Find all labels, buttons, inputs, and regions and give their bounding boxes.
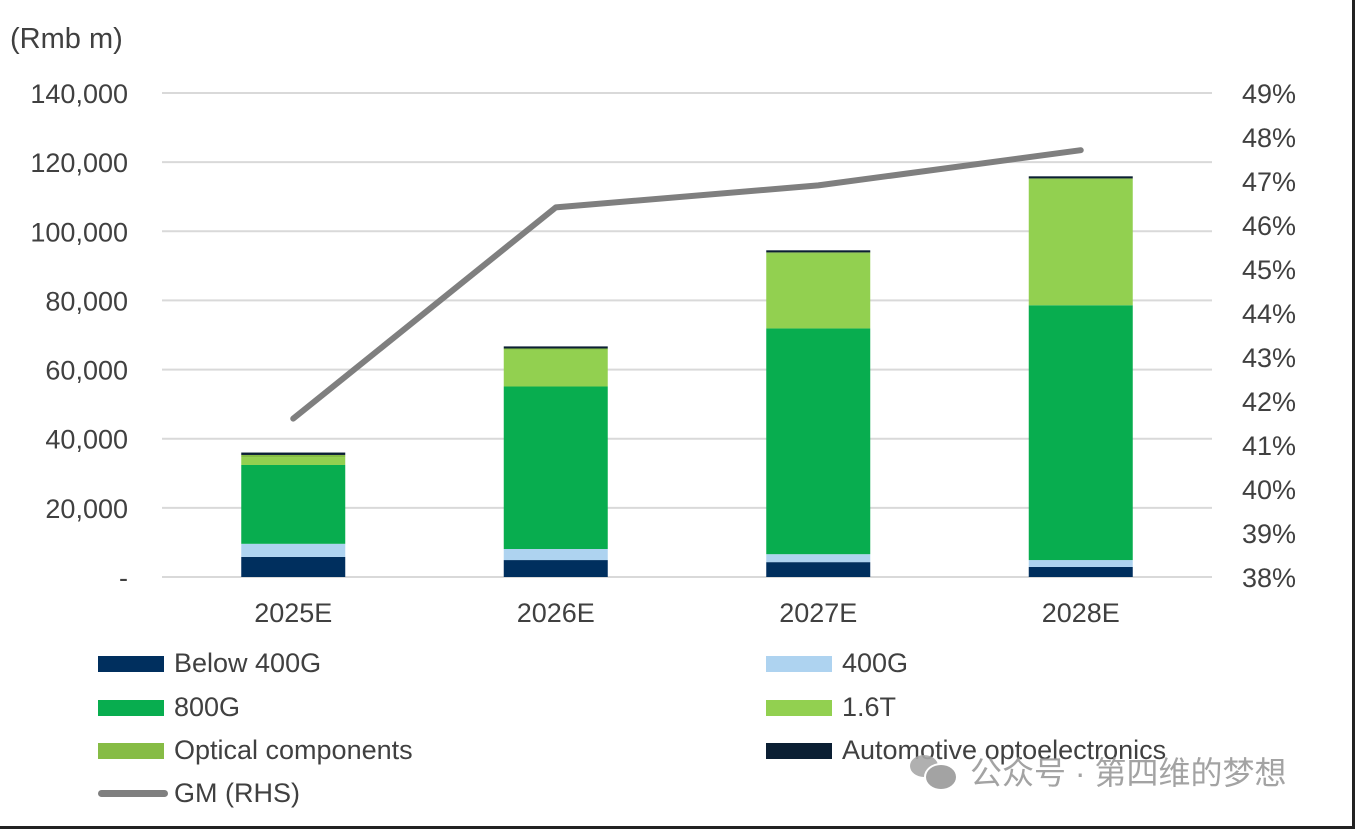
x-tick-label: 2025E [254,598,332,628]
bar-segment-below-400g [503,560,608,577]
y-axis-unit-label: (Rmb m) [10,23,123,55]
legend-label: GM (RHS) [174,778,300,808]
y-tick-label: 80,000 [45,286,128,316]
bar-segment-below-400g [766,562,871,577]
legend-item: 800G [98,692,240,723]
bar-segment-optical-components [503,348,608,350]
y2-tick-label: 40% [1242,475,1296,505]
bar-segment-800g [766,328,871,555]
y2-tick-label: 45% [1242,255,1296,285]
bar-stack-2025E [241,452,346,577]
y2-tick-label: 38% [1242,563,1296,593]
legend-label: 1.6T [842,692,897,722]
y-tick-label: 60,000 [45,356,128,386]
bar-segment-800g [503,386,608,549]
bar-segment-1-6t [766,253,871,329]
legend-swatch [766,655,832,672]
legend-item: Optical components [98,735,413,766]
x-tick-label: 2026E [517,598,595,628]
y2-tick-label: 42% [1242,387,1296,417]
y2-tick-label: 46% [1242,211,1296,241]
y-axis-left: - 20,000 40,000 60,000 80,000 100,000 120,000 1… [30,79,128,593]
legend-item: GM (RHS) [98,778,300,809]
bar-segment-below-400g [1028,566,1133,577]
legend-item: Below 400G [98,648,321,679]
legend-swatch [98,790,168,797]
bar-segment-1-6t [503,349,608,387]
x-axis: 2025E 2026E 2027E 2028E [254,598,1120,628]
watermark: 公众号 · 第四维的梦想 [910,748,1286,794]
y2-tick-label: 44% [1242,299,1296,329]
y-tick-label: 40,000 [45,425,128,455]
bar-segment-below-400g [241,556,346,577]
bar-stack-2028E [1028,176,1133,577]
wechat-icon [910,753,958,791]
gm-line-path [290,147,1084,422]
legend-label: Optical components [174,735,413,765]
bar-segment-400g [503,548,608,561]
bar-segment-400g [1028,560,1133,567]
y2-tick-label: 48% [1242,123,1296,153]
y-tick-label: 120,000 [30,148,128,178]
legend-label: Below 400G [174,648,322,678]
y-tick-label: 140,000 [30,79,128,109]
gm-line [290,147,1084,422]
bar-segment-automotive-optoelectronics [503,346,608,349]
y2-tick-label: 39% [1242,519,1296,549]
bar-segment-automotive-optoelectronics [1028,176,1133,179]
y-tick-label: - [119,563,128,593]
bar-stack-2026E [503,346,608,577]
bars [241,176,1133,577]
legend-label: Automotive optoelectronics [842,735,1167,765]
bar-segment-1-6t [241,457,346,465]
y-tick-label: 100,000 [30,217,128,247]
bar-segment-400g [241,543,346,557]
watermark-text: 公众号 · 第四维的梦想 [970,755,1287,791]
legend-item: 400G [766,648,908,679]
y2-tick-label: 49% [1242,79,1296,109]
y2-tick-label: 43% [1242,343,1296,373]
legend-swatch [766,742,832,759]
bar-segment-optical-components [241,454,346,458]
bar-segment-optical-components [766,252,871,254]
legend-label: 800G [174,692,241,722]
legend-swatch [98,742,164,759]
y-axis-right: 38% 39% 40% 41% 42% 43% 44% 45% 46% 47% 48% 49% [1242,79,1296,593]
bar-segment-800g [1028,305,1133,561]
bar-segment-400g [766,554,871,563]
bar-segment-automotive-optoelectronics [241,452,346,455]
y-tick-label: 20,000 [45,494,128,524]
legend-swatch [98,655,164,672]
x-tick-label: 2028E [1042,598,1120,628]
legend-swatch [766,699,832,716]
legend-item: Automotive optoelectronics [766,735,1166,766]
x-tick-label: 2027E [779,598,857,628]
bar-segment-800g [241,464,346,544]
bar-segment-1-6t [1028,179,1133,306]
legend-swatch [98,699,164,716]
bar-segment-optical-components [1028,178,1133,180]
y2-tick-label: 47% [1242,167,1296,197]
bar-stack-2027E [766,250,871,577]
bar-segment-automotive-optoelectronics [766,250,871,253]
legend-label: 400G [842,648,909,678]
legend-item: 1.6T [766,692,896,723]
y2-tick-label: 41% [1242,431,1296,461]
